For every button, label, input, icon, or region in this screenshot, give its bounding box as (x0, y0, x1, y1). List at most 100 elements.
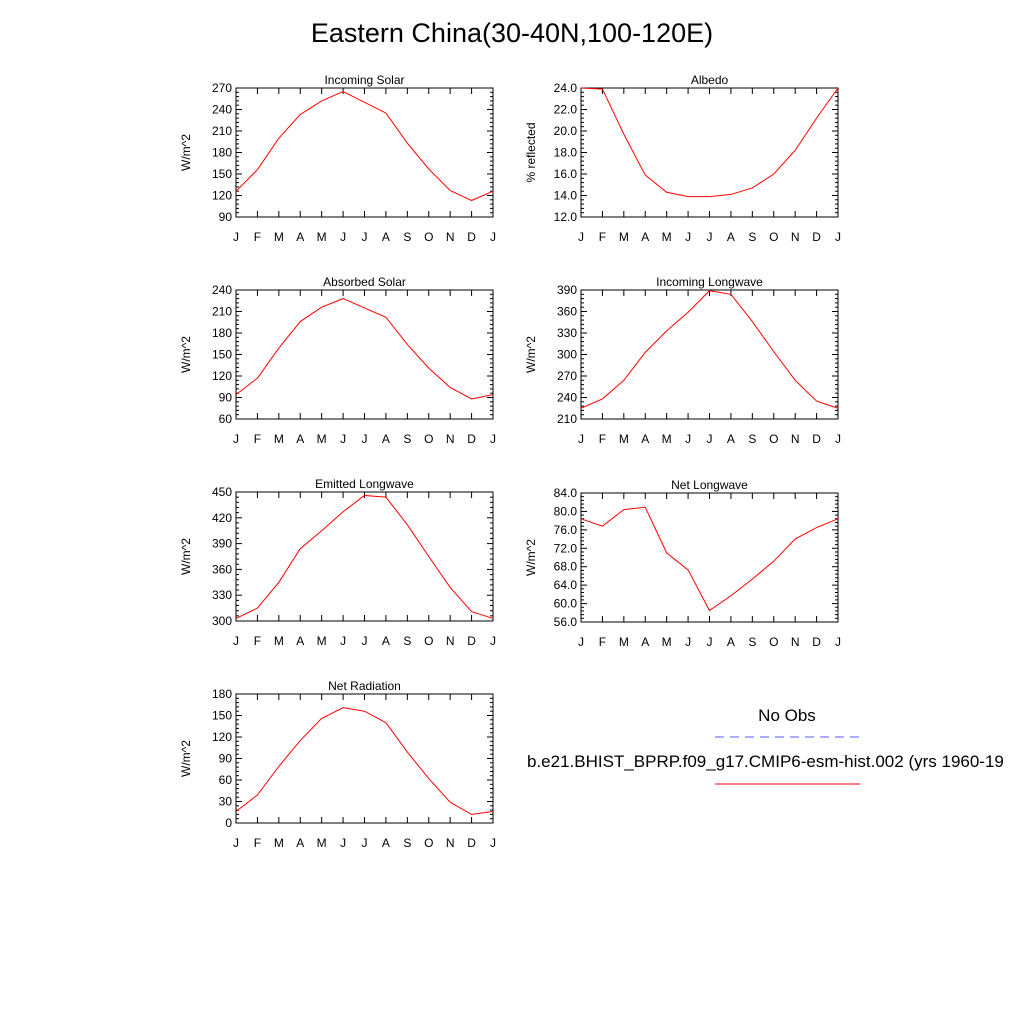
chart-title: Absorbed Solar (323, 275, 406, 289)
y-axis-label: W/m^2 (179, 538, 193, 575)
x-tick-label: A (382, 634, 390, 648)
x-tick-label: O (769, 432, 778, 446)
x-tick-label: N (791, 230, 800, 244)
series-line (580, 506, 839, 612)
x-tick-label: J (835, 230, 841, 244)
x-tick-label: A (641, 230, 649, 244)
y-tick-label: 14.0 (554, 189, 578, 203)
x-tick-label: J (707, 432, 713, 446)
plot-frame (235, 87, 494, 218)
y-tick-label: 120 (212, 189, 232, 203)
x-tick-label: J (362, 432, 368, 446)
x-tick-label: J (233, 230, 239, 244)
x-tick-label: J (707, 635, 713, 649)
y-tick-label: 330 (557, 326, 577, 340)
x-tick-label: J (340, 432, 346, 446)
x-tick-label: J (685, 635, 691, 649)
y-tick-label: 24.0 (554, 81, 578, 95)
x-tick-label: J (835, 432, 841, 446)
series-line (580, 87, 839, 198)
y-tick-label: 16.0 (554, 167, 578, 181)
x-tick-label: J (340, 230, 346, 244)
x-tick-label: O (424, 836, 433, 850)
chart-title: Net Longwave (671, 478, 748, 492)
x-tick-label: A (296, 230, 304, 244)
x-tick-label: J (490, 432, 496, 446)
y-axis-label: W/m^2 (524, 336, 538, 373)
y-tick-label: 450 (212, 485, 232, 499)
legend-model-label: b.e21.BHIST_BPRP.f09_g17.CMIP6-esm-hist.… (527, 752, 1004, 771)
x-tick-label: N (446, 836, 455, 850)
x-tick-label: M (619, 635, 629, 649)
x-tick-label: F (254, 836, 261, 850)
x-tick-label: M (317, 432, 327, 446)
series-line (235, 707, 494, 815)
x-tick-label: A (641, 432, 649, 446)
y-tick-label: 56.0 (554, 615, 578, 629)
x-tick-label: F (254, 432, 261, 446)
x-tick-label: J (362, 230, 368, 244)
chart-title: Emitted Longwave (315, 477, 414, 491)
y-tick-label: 30 (219, 795, 233, 809)
x-tick-label: M (317, 836, 327, 850)
x-tick-label: J (835, 635, 841, 649)
y-tick-label: 390 (212, 537, 232, 551)
x-tick-label: M (317, 230, 327, 244)
chart-emitted-longwave: Emitted Longwave W/m^2 300 330 360 390 420 450 J… (179, 477, 496, 648)
y-tick-label: 120 (212, 369, 232, 383)
y-tick-label: 420 (212, 511, 232, 525)
y-tick-label: 90 (219, 210, 233, 224)
chart-title: Net Radiation (328, 679, 401, 693)
chart-absorbed-solar: Absorbed Solar W/m^2 60 90 120 150 180 210 240 J F… (179, 275, 496, 446)
plot-frame (580, 87, 839, 218)
x-tick-label: S (403, 230, 411, 244)
x-tick-label: M (274, 836, 284, 850)
x-tick-label: S (748, 230, 756, 244)
y-tick-label: 12.0 (554, 210, 578, 224)
y-tick-label: 150 (212, 348, 232, 362)
x-tick-label: J (340, 634, 346, 648)
y-axis-label: W/m^2 (179, 336, 193, 373)
x-tick-label: A (641, 635, 649, 649)
x-tick-label: D (467, 634, 476, 648)
y-tick-label: 0 (225, 816, 232, 830)
y-axis-label: % reflected (524, 122, 538, 182)
x-tick-label: M (662, 230, 672, 244)
x-tick-label: J (233, 836, 239, 850)
x-tick-label: A (296, 634, 304, 648)
y-tick-label: 20.0 (554, 124, 578, 138)
x-tick-label: J (233, 634, 239, 648)
x-tick-label: J (490, 634, 496, 648)
x-tick-label: M (274, 230, 284, 244)
y-tick-label: 22.0 (554, 103, 578, 117)
y-tick-label: 300 (557, 348, 577, 362)
x-tick-label: A (727, 230, 735, 244)
y-tick-label: 210 (212, 305, 232, 319)
x-tick-label: F (599, 635, 606, 649)
x-tick-label: M (619, 432, 629, 446)
y-tick-label: 76.0 (554, 523, 578, 537)
x-tick-label: A (382, 230, 390, 244)
x-tick-label: D (467, 836, 476, 850)
series-line (235, 494, 494, 619)
chart-title: Incoming Solar (324, 73, 404, 87)
page-title: Eastern China(30-40N,100-120E) (310, 18, 714, 48)
chart-net-longwave: Net Longwave W/m^2 56.0 60.0 64.0 68.0 72.0 76.… (524, 478, 841, 649)
x-tick-label: S (748, 635, 756, 649)
y-axis-label: W/m^2 (179, 134, 193, 171)
y-tick-label: 180 (212, 687, 232, 701)
x-tick-label: J (578, 230, 584, 244)
y-tick-label: 90 (219, 391, 233, 405)
x-tick-label: J (490, 836, 496, 850)
x-tick-label: N (446, 230, 455, 244)
x-tick-label: F (254, 634, 261, 648)
chart-title: Incoming Longwave (656, 275, 763, 289)
y-tick-label: 90 (219, 752, 233, 766)
x-tick-label: J (685, 230, 691, 244)
x-tick-label: J (707, 230, 713, 244)
plot-frame (580, 289, 839, 420)
x-tick-label: N (446, 634, 455, 648)
x-tick-label: D (812, 230, 821, 244)
y-tick-label: 240 (212, 283, 232, 297)
